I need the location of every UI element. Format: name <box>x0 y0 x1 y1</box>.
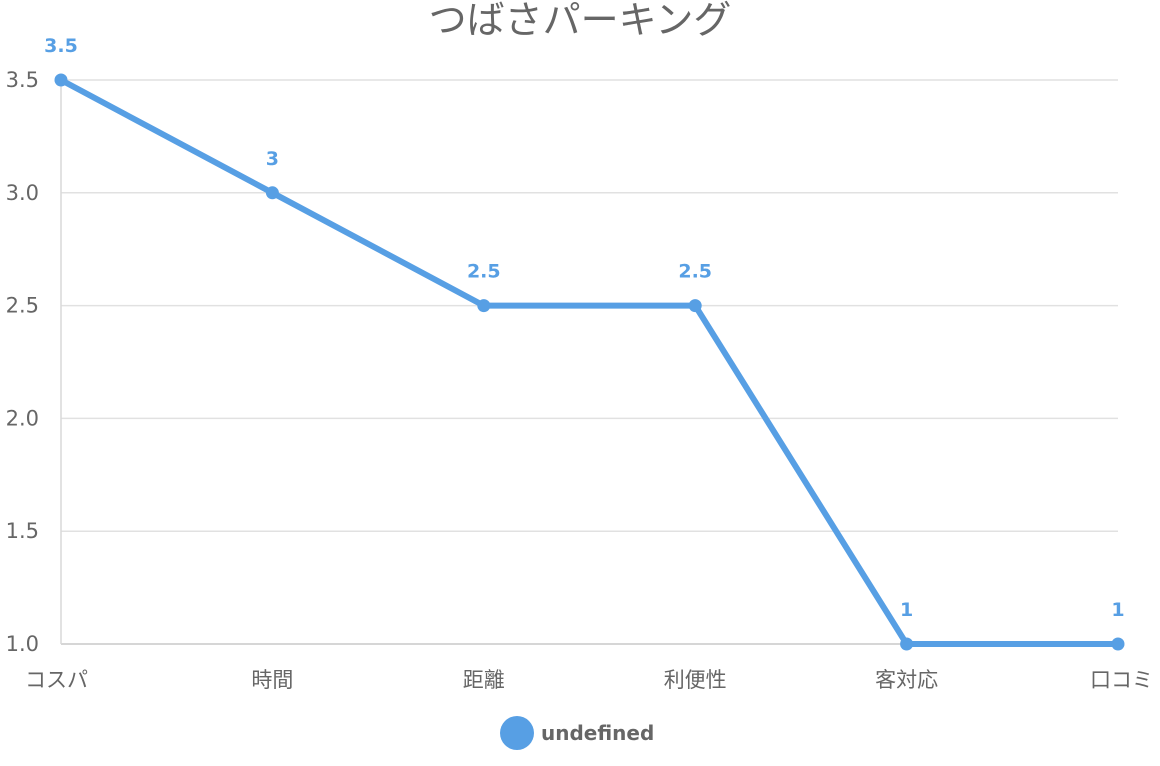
series-line <box>58 77 1121 647</box>
series-layer <box>54 73 1125 651</box>
data-point <box>900 637 914 651</box>
data-label: 1 <box>900 599 913 621</box>
x-tick-label: 口コミ <box>1090 668 1153 692</box>
x-tick-label: 利便性 <box>664 668 727 692</box>
data-point <box>54 73 68 87</box>
legend-marker <box>500 716 534 750</box>
data-label: 2.5 <box>467 261 501 283</box>
y-tick-label: 1.5 <box>6 519 39 543</box>
y-tick-label: 3.5 <box>6 68 39 92</box>
x-tick-label: 客対応 <box>875 668 938 692</box>
data-label: 3 <box>266 148 279 170</box>
data-point <box>477 299 491 313</box>
data-point <box>265 186 279 200</box>
legend-label: undefined <box>541 721 654 745</box>
x-tick-label: 時間 <box>251 668 293 692</box>
y-tick-label: 1.0 <box>6 632 39 656</box>
chart-title: つばさパーキング <box>429 0 732 42</box>
data-label: 3.5 <box>44 35 78 57</box>
y-tick-label: 2.0 <box>6 406 39 430</box>
x-tick-label: 距離 <box>463 668 505 692</box>
x-tick-label: コスパ <box>25 668 88 692</box>
axes: 1.0 1.5 2.0 2.5 3.0 3.5 コスパ 時間 距離 利便性 客対応 口コミ <box>6 68 1153 692</box>
legend[interactable]: undefined <box>500 716 654 750</box>
data-labels: 3.5 3 2.5 2.5 1 1 <box>44 35 1124 621</box>
data-label: 2.5 <box>678 261 712 283</box>
data-point <box>688 299 702 313</box>
data-point <box>1111 637 1125 651</box>
data-label: 1 <box>1111 599 1124 621</box>
y-tick-label: 2.5 <box>6 294 39 318</box>
y-tick-label: 3.0 <box>6 181 39 205</box>
